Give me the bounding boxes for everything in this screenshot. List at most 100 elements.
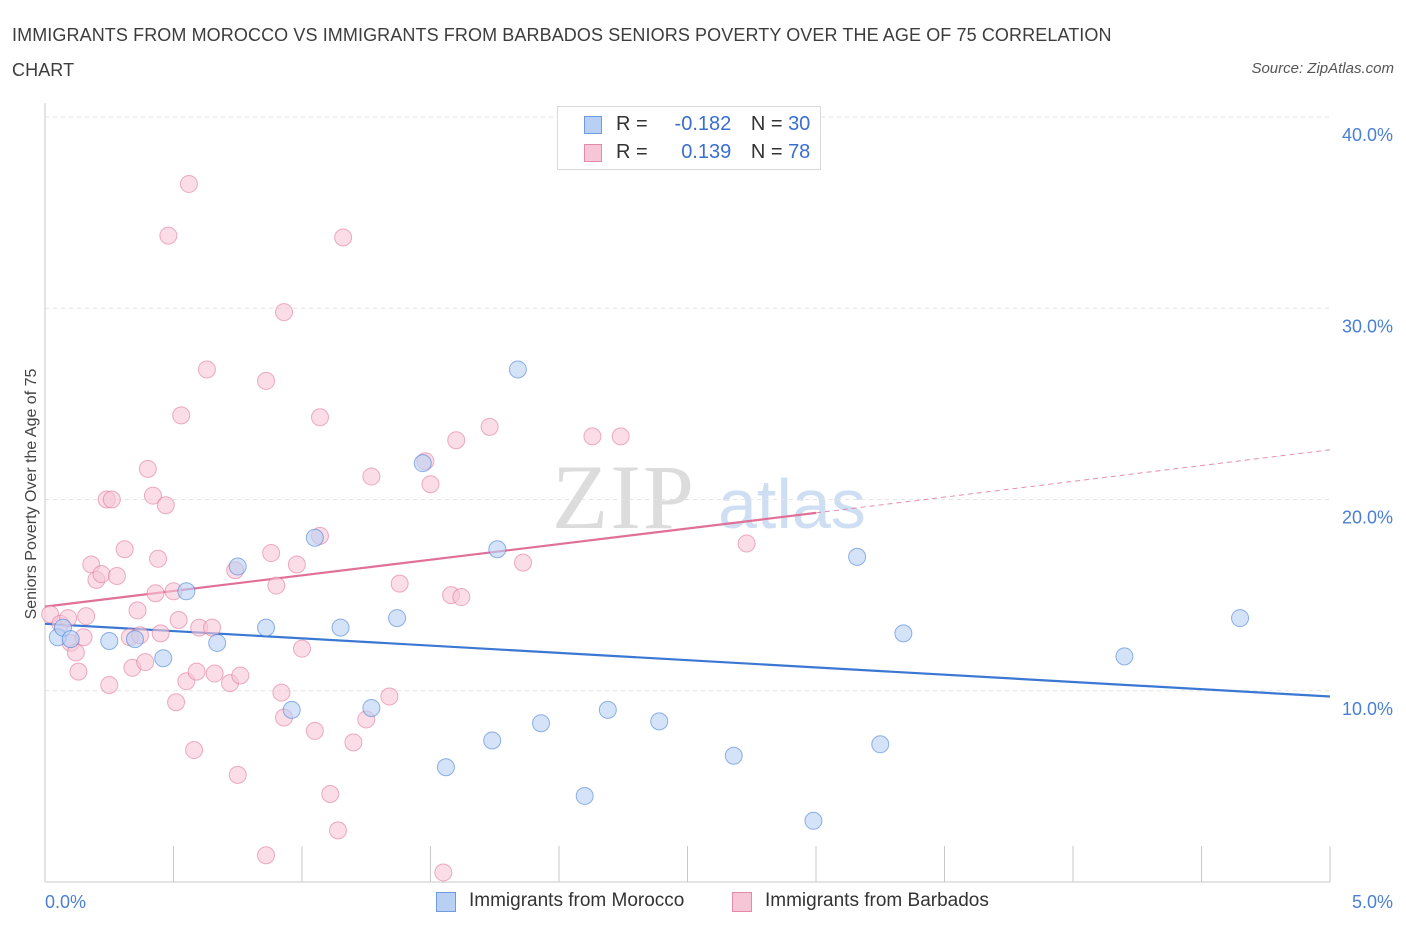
legend-r-value-barbados: 0.139 (681, 141, 732, 163)
point-morocco (650, 712, 669, 731)
point-morocco (575, 786, 594, 805)
point-barbados (310, 408, 329, 427)
point-morocco (1231, 609, 1250, 628)
point-barbados (197, 360, 216, 379)
point-morocco (508, 360, 527, 379)
point-morocco (413, 454, 432, 473)
watermark-atlas: atlas (718, 465, 866, 543)
point-barbados (480, 417, 499, 436)
data-points (41, 174, 1250, 882)
point-morocco (1115, 647, 1134, 666)
y-tick-label: 20.0% (1342, 508, 1393, 528)
legend-n-value-morocco: 30 (788, 113, 811, 135)
point-barbados (179, 174, 198, 193)
point-barbados (257, 846, 276, 865)
point-morocco (488, 540, 507, 559)
trend-line-morocco (44, 622, 1331, 698)
point-barbados (447, 431, 466, 450)
point-barbados (293, 639, 311, 658)
point-morocco (532, 714, 551, 733)
point-morocco (804, 811, 823, 830)
series-label-morocco: Immigrants from Morocco (469, 890, 685, 911)
point-barbados (187, 662, 206, 681)
point-barbados (305, 721, 324, 740)
point-barbados (128, 601, 147, 620)
point-barbados (138, 459, 157, 478)
axes (44, 103, 1331, 883)
point-morocco (282, 700, 301, 719)
source-label: Source: ZipAtlas.com (1251, 60, 1394, 77)
point-morocco (257, 618, 276, 637)
point-barbados (100, 676, 119, 695)
point-morocco (362, 698, 381, 717)
legend-r-label: R = (616, 113, 648, 135)
legend-n-value-barbados: 78 (788, 141, 811, 163)
point-morocco (483, 731, 502, 750)
tick-labels: 10.0% 20.0% 30.0% 40.0% 0.0% 5.0% (45, 125, 1393, 912)
point-barbados (205, 664, 224, 683)
point-morocco (154, 649, 173, 668)
point-morocco (724, 746, 743, 765)
legend-n-label: N = (750, 113, 783, 135)
point-morocco (436, 758, 455, 777)
series-swatch-barbados (732, 892, 752, 912)
point-barbados (362, 467, 381, 486)
series-label-barbados: Immigrants from Barbados (765, 890, 989, 911)
point-barbados (321, 785, 340, 804)
y-tick-label: 40.0% (1342, 125, 1393, 145)
point-barbados (69, 662, 88, 681)
y-tick-label: 10.0% (1342, 699, 1393, 719)
point-barbados (267, 576, 286, 595)
point-morocco (100, 632, 119, 651)
point-barbados (257, 371, 276, 390)
point-morocco (598, 700, 617, 719)
y-axis-label: Seniors Poverty Over the Age of 75 (23, 369, 40, 620)
point-barbados (272, 683, 291, 702)
point-barbados (737, 534, 756, 553)
point-barbados (77, 607, 96, 626)
point-morocco (61, 630, 80, 649)
trend-extension-barbados (815, 449, 1331, 514)
point-morocco (894, 624, 913, 643)
point-barbados (287, 555, 306, 574)
point-barbados (151, 624, 170, 643)
point-barbados (583, 427, 602, 446)
point-morocco (388, 609, 407, 628)
x-tick-label: 0.0% (45, 892, 86, 912)
point-barbados (334, 228, 353, 247)
point-barbados (231, 666, 250, 685)
series-swatch-morocco (436, 892, 456, 912)
point-barbados (380, 687, 399, 706)
watermark: ZIP atlas (552, 446, 866, 548)
legend-swatch-morocco (584, 116, 602, 134)
point-barbados (262, 544, 281, 563)
point-barbados (185, 741, 204, 760)
x-tick-label: 5.0% (1352, 892, 1393, 912)
legend-swatch-barbados (584, 144, 602, 162)
watermark-zip: ZIP (552, 446, 696, 548)
legend-r-value-morocco: -0.182 (674, 113, 732, 135)
point-morocco (228, 557, 247, 576)
stats-legend: R = -0.182 N = 30 R = 0.139 N = 78 (557, 106, 821, 170)
point-barbados (421, 475, 440, 494)
point-barbados (611, 427, 630, 446)
point-barbados (328, 821, 347, 840)
point-barbados (344, 733, 363, 752)
point-barbados (107, 567, 126, 585)
point-barbados (203, 618, 222, 637)
point-barbados (452, 588, 471, 607)
point-barbados (172, 406, 191, 425)
point-barbados (149, 549, 168, 568)
chart-title: IMMIGRANTS FROM MOROCCO VS IMMIGRANTS FR… (12, 25, 1112, 80)
point-morocco (208, 633, 227, 652)
point-barbados (136, 653, 155, 672)
point-morocco (871, 735, 890, 754)
point-morocco (305, 528, 324, 547)
point-barbados (143, 486, 162, 505)
point-barbados (169, 610, 188, 629)
point-barbados (434, 863, 453, 882)
series-legend: Immigrants from Morocco Immigrants from … (0, 890, 1406, 916)
point-barbados (275, 303, 294, 322)
point-barbados (115, 540, 134, 559)
point-barbados (159, 226, 178, 245)
